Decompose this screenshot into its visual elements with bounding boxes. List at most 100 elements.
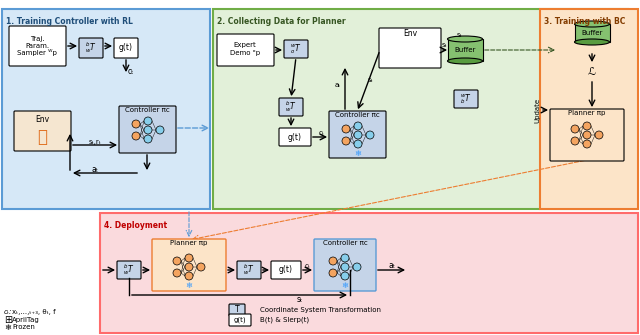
Text: ⊞: ⊞: [4, 315, 12, 325]
FancyBboxPatch shape: [213, 9, 628, 209]
Circle shape: [144, 135, 152, 143]
Text: Update: Update: [534, 97, 540, 123]
FancyBboxPatch shape: [14, 111, 71, 151]
Text: Sampler ᵂp: Sampler ᵂp: [17, 50, 57, 57]
Text: ℒ: ℒ: [588, 67, 596, 77]
Text: $^b_wT$: $^b_wT$: [85, 41, 97, 56]
FancyBboxPatch shape: [217, 34, 274, 66]
FancyBboxPatch shape: [279, 98, 303, 116]
Circle shape: [132, 132, 140, 140]
Text: aₜ: aₜ: [335, 82, 341, 88]
Text: cₜ: cₜ: [319, 130, 325, 136]
Text: $^b_wT$: $^b_wT$: [243, 263, 255, 277]
Text: sₜ: sₜ: [297, 294, 303, 304]
FancyBboxPatch shape: [329, 111, 386, 158]
Circle shape: [329, 257, 337, 265]
Text: g(t): g(t): [288, 133, 302, 141]
Circle shape: [341, 263, 349, 271]
Text: 🐕: 🐕: [37, 128, 47, 146]
Text: Controller πc: Controller πc: [323, 240, 367, 246]
Circle shape: [571, 137, 579, 145]
Text: Planner πp: Planner πp: [568, 110, 605, 116]
FancyBboxPatch shape: [454, 90, 478, 108]
Text: cₜ:: cₜ:: [4, 309, 12, 315]
Text: Planner πp: Planner πp: [170, 240, 208, 246]
Circle shape: [185, 254, 193, 262]
Text: Env: Env: [403, 28, 417, 38]
Text: sₜ,rₜ: sₜ,rₜ: [88, 139, 101, 145]
Text: cₜ: cₜ: [128, 67, 134, 76]
Circle shape: [595, 131, 603, 139]
Circle shape: [341, 272, 349, 280]
Text: Buffer: Buffer: [454, 47, 476, 53]
Circle shape: [354, 140, 362, 148]
Text: B(t) & Slerp(t): B(t) & Slerp(t): [260, 317, 309, 323]
Ellipse shape: [575, 39, 609, 45]
Text: Buffer: Buffer: [581, 30, 603, 36]
Text: g(t): g(t): [279, 266, 293, 274]
FancyBboxPatch shape: [379, 28, 441, 68]
Circle shape: [197, 263, 205, 271]
FancyBboxPatch shape: [314, 239, 376, 291]
Circle shape: [329, 269, 337, 277]
Text: xₜ,...,ₜ₊₃, θₜ, f: xₜ,...,ₜ₊₃, θₜ, f: [12, 309, 56, 315]
Circle shape: [132, 120, 140, 128]
Text: Param.: Param.: [25, 43, 49, 49]
Circle shape: [342, 125, 350, 133]
Circle shape: [354, 122, 362, 130]
Circle shape: [583, 122, 591, 130]
FancyBboxPatch shape: [79, 38, 103, 58]
Text: sₜ: sₜ: [441, 42, 447, 48]
Ellipse shape: [447, 58, 483, 64]
Text: ❄: ❄: [355, 149, 362, 158]
Text: 1. Training Controller with RL: 1. Training Controller with RL: [6, 17, 133, 26]
FancyBboxPatch shape: [9, 26, 66, 66]
Text: ❄: ❄: [186, 280, 193, 289]
Circle shape: [185, 263, 193, 271]
Circle shape: [583, 131, 591, 139]
FancyBboxPatch shape: [100, 213, 638, 333]
Text: sₜ: sₜ: [367, 77, 373, 83]
Bar: [447, 39, 483, 61]
Text: Env: Env: [35, 116, 49, 125]
FancyBboxPatch shape: [550, 109, 624, 161]
Circle shape: [341, 254, 349, 262]
Circle shape: [583, 140, 591, 148]
Text: AprilTag: AprilTag: [12, 317, 40, 323]
Text: ❄: ❄: [342, 281, 349, 290]
FancyBboxPatch shape: [119, 106, 176, 153]
FancyBboxPatch shape: [152, 239, 226, 291]
FancyBboxPatch shape: [114, 38, 138, 58]
Circle shape: [173, 269, 181, 277]
Text: Coordinate System Transformation: Coordinate System Transformation: [260, 307, 381, 313]
FancyBboxPatch shape: [229, 314, 251, 326]
Text: 2. Collecting Data for Planner: 2. Collecting Data for Planner: [217, 17, 346, 26]
Text: Controller πc: Controller πc: [335, 112, 380, 118]
Circle shape: [354, 131, 362, 139]
Text: $^b_wT$: $^b_wT$: [285, 99, 297, 115]
Text: Expert: Expert: [234, 42, 257, 48]
Circle shape: [342, 137, 350, 145]
Text: sₜ: sₜ: [456, 32, 462, 38]
Text: T: T: [235, 306, 239, 315]
Text: ❄: ❄: [4, 323, 11, 332]
Text: $^w_bT$: $^w_bT$: [460, 92, 472, 106]
Text: 3. Training with BC: 3. Training with BC: [544, 17, 625, 26]
Text: 4. Deployment: 4. Deployment: [104, 221, 167, 230]
FancyBboxPatch shape: [271, 261, 301, 279]
Circle shape: [571, 125, 579, 133]
FancyBboxPatch shape: [117, 261, 141, 279]
Circle shape: [366, 131, 374, 139]
FancyBboxPatch shape: [237, 261, 261, 279]
Bar: [575, 24, 609, 42]
Text: Traj.: Traj.: [29, 36, 44, 42]
FancyBboxPatch shape: [2, 9, 210, 209]
Text: aₜ: aₜ: [388, 261, 396, 269]
Text: Controller πc: Controller πc: [125, 107, 170, 113]
Text: cₜ: cₜ: [305, 263, 311, 269]
Text: Frozen: Frozen: [12, 324, 35, 330]
Text: g(t): g(t): [234, 317, 246, 323]
FancyBboxPatch shape: [540, 9, 638, 209]
Ellipse shape: [447, 36, 483, 42]
Circle shape: [173, 257, 181, 265]
